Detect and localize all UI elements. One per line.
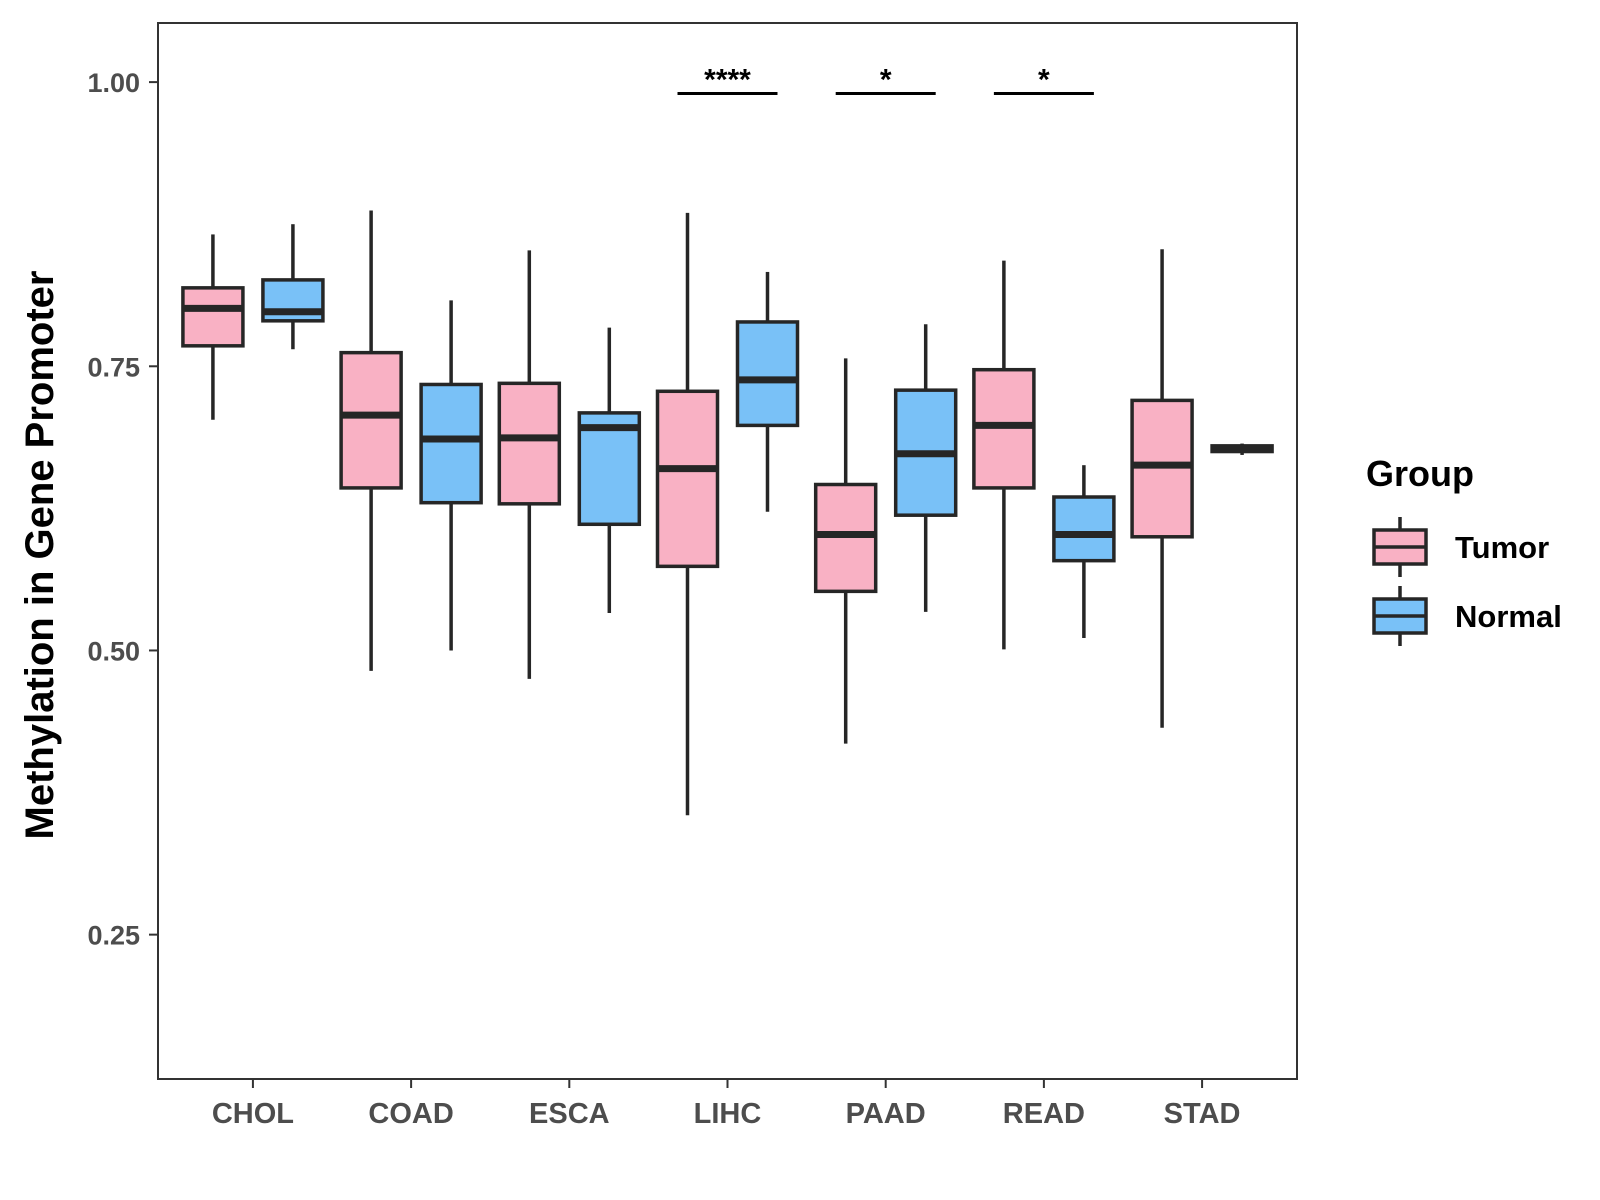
box-iqr (1052, 495, 1116, 563)
box-normal-chol (261, 224, 325, 350)
legend-label-tumor: Tumor (1455, 530, 1549, 565)
y-tick-label: 0.75 (87, 352, 140, 382)
box-normal-read (1052, 465, 1116, 638)
box-tumor-paad (813, 358, 878, 744)
box-iqr (339, 350, 403, 490)
legend-title: Group (1366, 453, 1474, 494)
legend: Group Tumor Normal (1366, 453, 1562, 646)
significance-label: * (1038, 63, 1050, 96)
box-iqr (181, 286, 245, 348)
box-iqr (577, 411, 642, 527)
box-tumor-chol (181, 234, 245, 420)
legend-key-tumor (1372, 517, 1428, 577)
boxes (181, 210, 1274, 816)
y-tick-label: 1.00 (87, 68, 140, 98)
x-tick-label-paad: PAAD (846, 1098, 926, 1130)
box-iqr (735, 320, 800, 428)
significance-label: **** (704, 63, 751, 96)
box-normal-esca (577, 327, 642, 613)
x-axis: CHOL COAD ESCA LIHC PAAD READ STAD (212, 1079, 1241, 1130)
box-tumor-esca (497, 250, 562, 679)
box-iqr (497, 381, 562, 506)
legend-label-normal: Normal (1455, 599, 1562, 634)
x-tick-label-stad: STAD (1164, 1098, 1241, 1130)
y-tick-label: 0.25 (87, 921, 140, 951)
box-tumor-stad (1130, 249, 1194, 728)
box-normal-stad (1210, 443, 1274, 455)
y-axis-title: Methylation in Gene Promoter (18, 271, 62, 840)
box-tumor-coad (339, 210, 403, 671)
box-normal-coad (419, 300, 483, 651)
y-tick-label: 0.50 (87, 636, 140, 666)
x-tick-label-coad: COAD (368, 1098, 453, 1130)
box-tumor-read (972, 260, 1036, 650)
significance-label: * (880, 63, 892, 96)
x-tick-label-esca: ESCA (529, 1098, 610, 1130)
box-iqr (655, 389, 720, 569)
box-iqr (419, 382, 483, 505)
box-normal-paad (893, 324, 958, 612)
x-tick-label-read: READ (1003, 1098, 1085, 1130)
box-tumor-lihc (655, 212, 720, 816)
significance-annotations: **** * * (677, 63, 1094, 96)
panel-background (157, 22, 1298, 1080)
x-tick-label-lihc: LIHC (694, 1098, 762, 1130)
legend-key-normal (1372, 586, 1428, 646)
x-tick-label-chol: CHOL (212, 1098, 294, 1130)
box-normal-lihc (735, 271, 800, 512)
y-axis: 0.25 0.50 0.75 1.00 (87, 68, 158, 951)
